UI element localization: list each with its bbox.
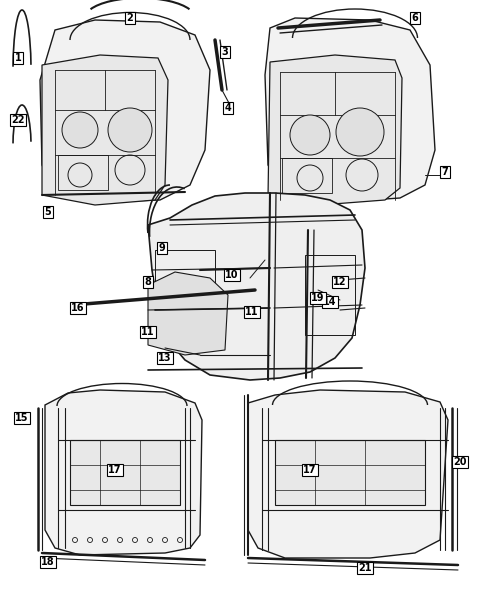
Bar <box>281 158 332 193</box>
Text: 4: 4 <box>224 103 231 113</box>
Polygon shape <box>264 18 434 202</box>
Text: 2: 2 <box>126 13 133 23</box>
Text: 11: 11 <box>141 327 154 337</box>
Polygon shape <box>45 390 201 555</box>
Text: 8: 8 <box>144 277 151 287</box>
Bar <box>58 155 108 190</box>
Text: 3: 3 <box>221 47 228 57</box>
Polygon shape <box>148 193 364 380</box>
Text: 7: 7 <box>441 167 447 177</box>
Text: 1: 1 <box>15 53 21 63</box>
Polygon shape <box>148 272 227 355</box>
Text: 20: 20 <box>453 457 466 467</box>
Text: 14: 14 <box>322 297 336 307</box>
Polygon shape <box>40 20 210 202</box>
Text: 5: 5 <box>45 207 51 217</box>
Text: 22: 22 <box>11 115 25 125</box>
Bar <box>155 250 214 330</box>
Text: 13: 13 <box>158 353 171 363</box>
Text: 9: 9 <box>158 243 165 253</box>
Text: 17: 17 <box>108 465 121 475</box>
Text: 16: 16 <box>71 303 85 313</box>
Polygon shape <box>268 55 401 205</box>
Text: 18: 18 <box>41 557 55 567</box>
Circle shape <box>108 108 151 152</box>
Text: 21: 21 <box>358 563 371 573</box>
Circle shape <box>62 112 98 148</box>
Polygon shape <box>42 55 167 205</box>
Bar <box>70 440 180 505</box>
Polygon shape <box>247 390 447 558</box>
Circle shape <box>335 108 383 156</box>
Circle shape <box>289 115 329 155</box>
Bar <box>304 255 354 335</box>
Text: 19: 19 <box>311 293 324 303</box>
Bar <box>274 440 424 505</box>
Text: 12: 12 <box>333 277 346 287</box>
Text: 15: 15 <box>15 413 29 423</box>
Text: 6: 6 <box>411 13 418 23</box>
Text: 17: 17 <box>302 465 316 475</box>
Text: 10: 10 <box>225 270 238 280</box>
Text: 11: 11 <box>245 307 258 317</box>
